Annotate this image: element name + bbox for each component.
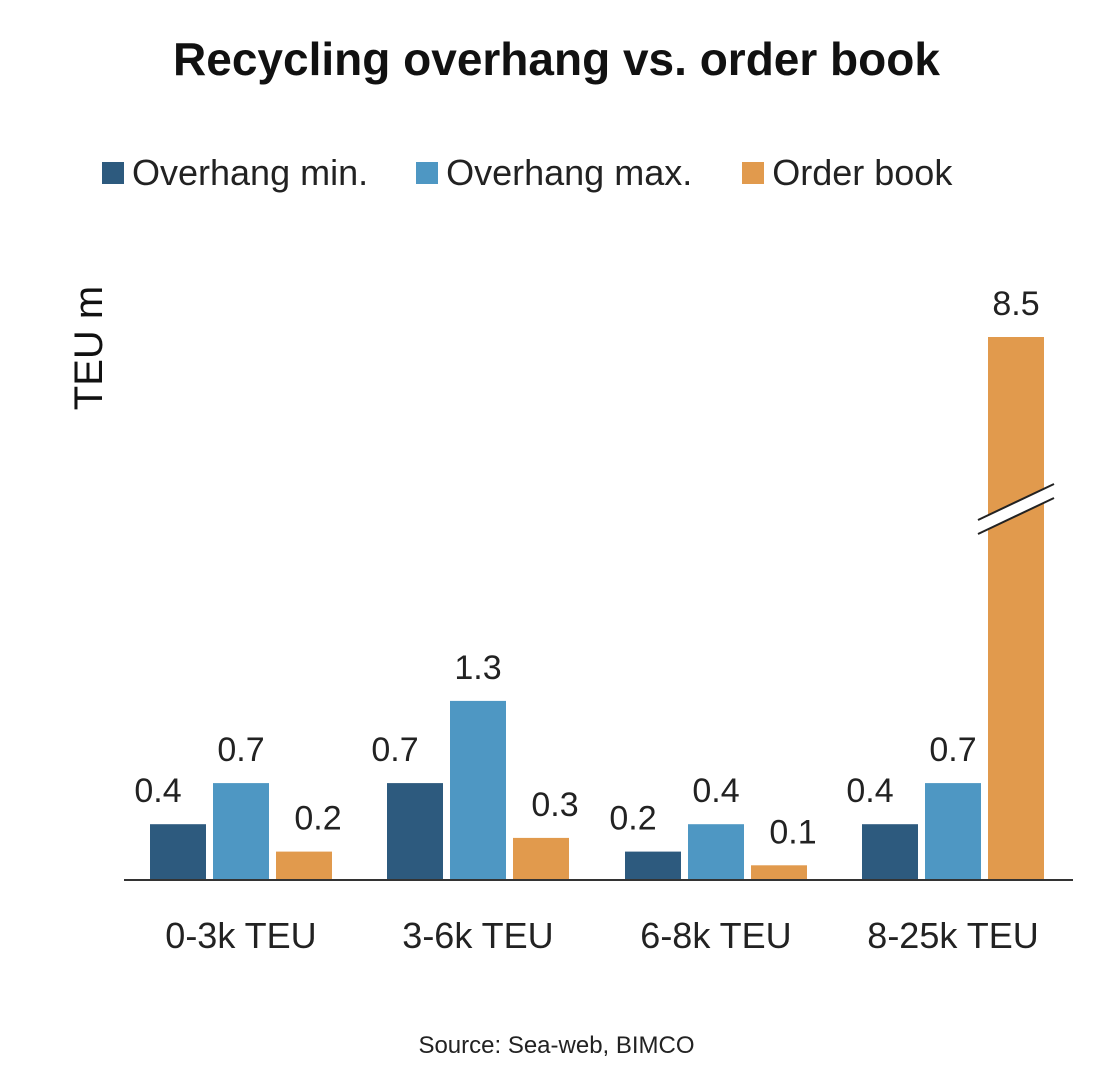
legend-item-overhang-min: Overhang min.: [102, 152, 368, 194]
bar: [213, 783, 269, 879]
data-label: 0.7: [217, 731, 264, 769]
bar: [925, 783, 981, 879]
data-label: 0.2: [609, 800, 656, 838]
data-label: 1.3: [454, 649, 501, 687]
bar: [862, 824, 918, 879]
data-label: 0.4: [692, 772, 739, 810]
bar: [988, 337, 1044, 879]
legend-label: Overhang max.: [446, 152, 693, 193]
data-label: 0.1: [769, 813, 816, 851]
legend-label: Overhang min.: [132, 152, 369, 193]
axis-break: [978, 484, 1054, 534]
bar: [150, 824, 206, 879]
legend-label: Order book: [772, 152, 953, 193]
legend-item-order-book: Order book: [742, 152, 952, 194]
bar: [276, 851, 332, 879]
x-tick-label: 6-8k TEU: [640, 915, 791, 956]
legend: Overhang min. Overhang max. Order book: [102, 152, 952, 194]
data-label: 0.2: [294, 800, 341, 838]
bar: [450, 700, 506, 879]
legend-swatch: [416, 162, 439, 184]
source-note: Source: Sea-web, BIMCO: [418, 1032, 695, 1059]
legend-swatch: [102, 162, 124, 184]
x-tick-label: 0-3k TEU: [165, 915, 316, 956]
bar: [751, 865, 807, 879]
data-label: 8.5: [992, 285, 1039, 323]
data-label: 0.3: [531, 786, 578, 824]
bar: [513, 837, 569, 879]
data-label: 0.7: [929, 731, 976, 769]
chart-title: Recycling overhang vs. order book: [173, 33, 940, 85]
x-tick-label: 3-6k TEU: [402, 915, 553, 956]
x-tick-label: 8-25k TEU: [867, 915, 1038, 956]
data-label: 0.4: [846, 772, 893, 810]
bar: [387, 783, 443, 879]
data-label: 0.4: [134, 772, 181, 810]
data-label: 0.7: [371, 731, 418, 769]
bar: [688, 824, 744, 879]
legend-item-overhang-max: Overhang max.: [416, 152, 692, 194]
axis-break-line: [977, 497, 1055, 535]
legend-swatch: [742, 162, 765, 184]
y-axis-title: TEU m: [67, 286, 111, 410]
axis-break-line: [977, 483, 1055, 521]
bar: [625, 851, 681, 879]
